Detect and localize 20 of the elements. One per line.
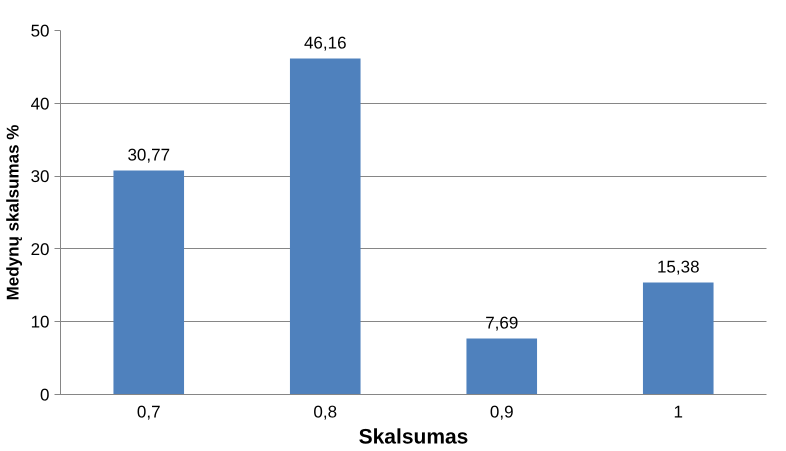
y-tick-label: 30 <box>30 167 50 186</box>
x-tick-label: 0,8 <box>313 402 338 422</box>
bar <box>290 58 361 394</box>
y-tick-label: 0 <box>40 386 50 404</box>
x-axis-title: Skalsumas <box>358 426 468 448</box>
bar <box>642 282 714 394</box>
y-axis-title: Medynų skalsumas % <box>4 124 23 300</box>
data-label: 15,38 <box>656 258 700 277</box>
y-tick-label: 50 <box>30 22 50 40</box>
y-tick-label: 40 <box>30 94 50 114</box>
x-tick-label: 1 <box>674 402 683 422</box>
bar <box>113 170 184 394</box>
y-tick-label: 10 <box>30 312 50 332</box>
data-label: 30,77 <box>127 145 170 164</box>
data-label: 46,16 <box>304 33 347 52</box>
y-tick-label: 20 <box>30 240 50 259</box>
x-tick-label: 0,7 <box>136 402 161 422</box>
data-label: 7,69 <box>485 314 518 333</box>
bar <box>466 338 538 394</box>
x-tick-label: 0,9 <box>490 402 514 422</box>
